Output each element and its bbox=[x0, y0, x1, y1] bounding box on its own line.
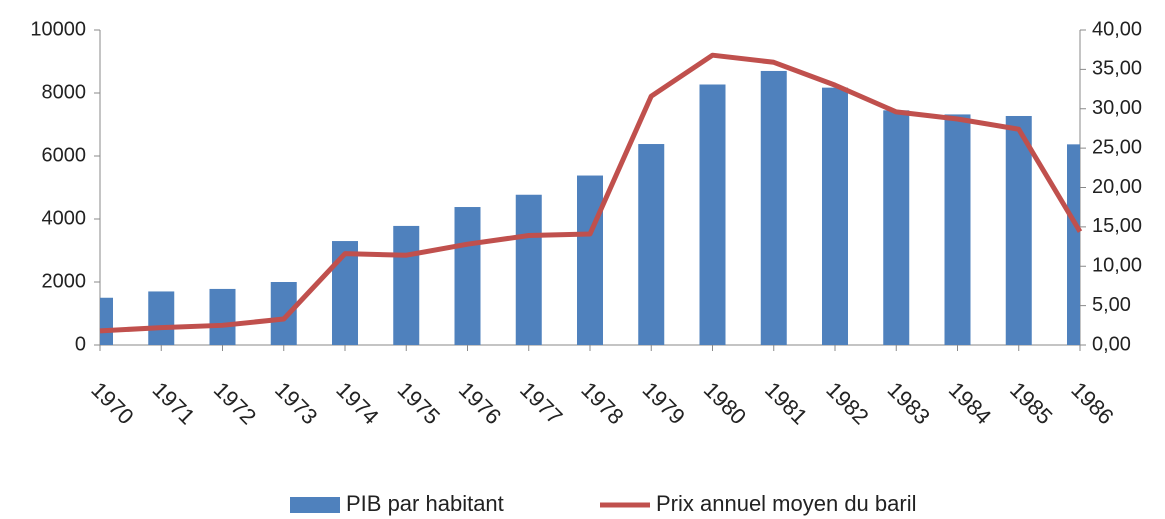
bar bbox=[332, 241, 358, 345]
y2-tick-label: 25,00 bbox=[1092, 136, 1142, 158]
bar bbox=[1067, 144, 1080, 345]
y-tick-label: 6000 bbox=[42, 144, 87, 166]
y2-tick-label: 10,00 bbox=[1092, 255, 1142, 277]
x-tick-label: 1981 bbox=[760, 377, 812, 429]
x-tick-label: 1977 bbox=[515, 377, 567, 429]
bar bbox=[393, 225, 420, 345]
legend-label: PIB par habitant bbox=[346, 491, 504, 516]
x-tick-label: 1982 bbox=[821, 377, 873, 429]
bar bbox=[883, 110, 910, 345]
x-tick-label: 1979 bbox=[638, 377, 690, 429]
x-tick-label: 1978 bbox=[576, 377, 628, 429]
bar bbox=[944, 114, 971, 345]
x-tick-label: 1974 bbox=[331, 377, 383, 429]
x-tick-label: 1972 bbox=[209, 377, 261, 429]
y2-tick-label: 5,00 bbox=[1092, 294, 1131, 316]
legend-label: Prix annuel moyen du baril bbox=[656, 491, 916, 516]
y-tick-label: 10000 bbox=[30, 18, 86, 40]
x-tick-label: 1976 bbox=[454, 377, 506, 429]
x-tick-label: 1985 bbox=[1005, 377, 1057, 429]
y2-tick-label: 20,00 bbox=[1092, 176, 1142, 198]
x-tick-label: 1973 bbox=[270, 377, 322, 429]
x-tick-label: 1986 bbox=[1066, 377, 1118, 429]
x-tick-label: 1975 bbox=[393, 377, 445, 429]
x-tick-label: 1984 bbox=[944, 377, 996, 429]
bar bbox=[209, 288, 236, 345]
y2-tick-label: 35,00 bbox=[1092, 58, 1142, 80]
x-tick-label: 1983 bbox=[883, 377, 935, 429]
x-tick-label: 1971 bbox=[148, 377, 200, 429]
bar bbox=[270, 282, 297, 345]
bar bbox=[760, 70, 787, 345]
y2-tick-label: 15,00 bbox=[1092, 215, 1142, 237]
bar bbox=[638, 144, 665, 345]
bar bbox=[1005, 115, 1032, 346]
bar bbox=[822, 87, 848, 346]
legend-swatch bbox=[290, 497, 340, 513]
y2-tick-label: 30,00 bbox=[1092, 97, 1142, 119]
x-tick-label: 1980 bbox=[699, 377, 751, 429]
bar bbox=[100, 297, 113, 345]
y-tick-label: 0 bbox=[75, 333, 86, 355]
bar bbox=[454, 207, 481, 345]
y-tick-label: 4000 bbox=[42, 207, 87, 229]
plot-area bbox=[100, 70, 1080, 346]
y2-tick-label: 0,00 bbox=[1092, 333, 1131, 355]
y-tick-label: 8000 bbox=[42, 81, 87, 103]
bar bbox=[515, 194, 542, 345]
y2-tick-label: 40,00 bbox=[1092, 18, 1142, 40]
bar bbox=[699, 84, 726, 346]
bar bbox=[577, 175, 603, 345]
bar bbox=[148, 291, 175, 345]
line bbox=[99, 52, 1083, 334]
x-tick-label: 1970 bbox=[86, 377, 138, 429]
y-tick-label: 2000 bbox=[42, 270, 87, 292]
